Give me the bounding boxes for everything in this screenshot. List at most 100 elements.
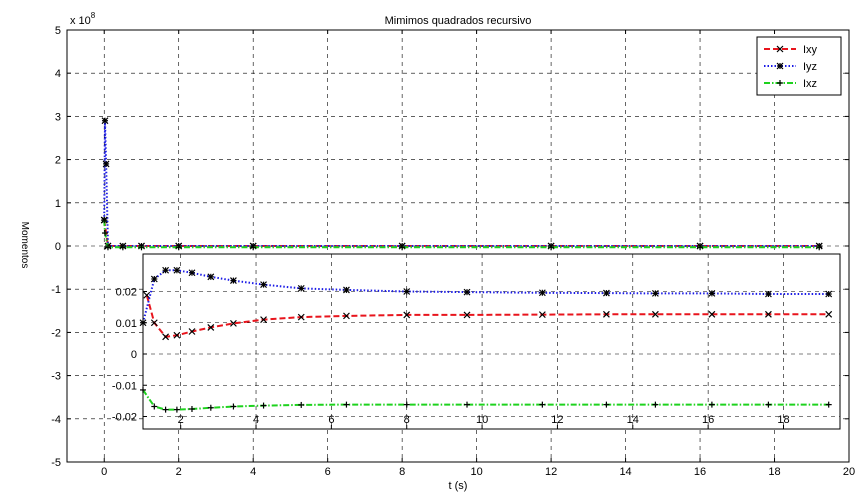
inset-x-tick-label: 14 [627, 414, 639, 426]
legend-entry-ixz: Ixz [764, 78, 817, 90]
inset-data-point [708, 310, 716, 318]
legend-marker [776, 45, 784, 53]
inset-data-point [651, 289, 659, 297]
data-point [119, 244, 126, 251]
inset-y-tick-label: 0.02 [116, 287, 137, 299]
inset-x-tick-label: 8 [404, 414, 410, 426]
inset-data-point [297, 313, 305, 321]
data-point [101, 217, 108, 224]
x-tick-label: 16 [694, 466, 706, 478]
inset-data-point [162, 333, 170, 341]
inset-data-point [207, 273, 215, 281]
inset-data-point [229, 277, 237, 284]
inset-data-point [343, 286, 350, 294]
inset-series-ixz [140, 386, 832, 413]
inset-x-tick-label: 4 [253, 414, 259, 426]
inset-grid [143, 254, 840, 429]
x-tick-label: 4 [250, 466, 256, 478]
inset-data-point [343, 312, 350, 320]
legend-box [756, 36, 842, 96]
inset-series-iyz [139, 266, 833, 327]
inset-y-tick-label: -0.02 [112, 412, 137, 424]
y-tick-label: -1 [51, 284, 61, 296]
x-tick-label: 6 [325, 466, 331, 478]
x-tick-label: 8 [399, 466, 405, 478]
inset-x-tick-label: 10 [476, 414, 488, 426]
inset-data-point [602, 310, 610, 318]
inset-data-point [150, 275, 158, 283]
y-tick-label: 0 [55, 241, 61, 253]
x-tick-label: 10 [470, 466, 482, 478]
inset-background [143, 254, 840, 429]
legend: Ixy Iyz Ixz [756, 36, 842, 96]
y-multiplier-base: x 10 [70, 15, 91, 27]
inset-data-point [538, 311, 546, 319]
inset-data-point [260, 316, 267, 324]
inset-data-point [463, 288, 471, 296]
inset-data-point [162, 406, 169, 413]
inset-series-ixy [143, 291, 833, 341]
inset-chart: 2 4 6 8 10 12 14 16 18 -0.02 -0.01 0 0.01 0.02 [112, 253, 841, 430]
inset-data-point [143, 291, 151, 299]
inset-data-point [708, 289, 716, 297]
data-point [250, 244, 257, 251]
inset-data-point [260, 402, 267, 409]
legend-entry-ixy: Ixy [764, 44, 818, 56]
inset-data-point [162, 266, 170, 274]
data-point [816, 244, 823, 251]
inset-data-point [151, 403, 158, 410]
data-point [138, 244, 145, 251]
inset-data-point [652, 401, 659, 408]
legend-label: Ixz [803, 78, 817, 90]
inset-data-point [539, 401, 546, 408]
inset-x-tick-label: 18 [777, 414, 789, 426]
series-line [103, 120, 820, 247]
y-tick-label: -3 [51, 371, 61, 383]
chart-title: Mimimos quadrados recursivo [385, 15, 532, 27]
data-point [101, 117, 109, 125]
inset-data-point [207, 404, 214, 411]
series-ixz [101, 217, 823, 251]
inset-data-point [825, 290, 833, 298]
inset-series-line [145, 295, 829, 338]
series-line [103, 220, 820, 249]
y-tick-label: 5 [55, 25, 61, 37]
data-point [104, 244, 111, 251]
inset-ticks: 2 4 6 8 10 12 14 16 18 -0.02 -0.01 0 0.01 0.02 [112, 287, 790, 429]
x-tick-label: 2 [176, 466, 182, 478]
y-tick-label: 3 [55, 111, 61, 123]
inset-data-point [188, 406, 195, 412]
inset-data-point [403, 401, 410, 408]
inset-x-tick-label: 6 [328, 414, 334, 426]
inset-data-point [464, 401, 471, 408]
series-ixy [100, 216, 823, 250]
series-iyz [100, 117, 823, 250]
legend-entry-iyz: Iyz [764, 61, 817, 73]
inset-frame [142, 253, 841, 430]
data-point [548, 244, 555, 251]
x-tick-label: 0 [101, 466, 107, 478]
inset-data-point [150, 319, 158, 327]
y-tick-label: -5 [51, 457, 61, 469]
inset-data-point [298, 401, 305, 408]
inset-data-point [230, 403, 237, 410]
inset-x-tick-label: 2 [178, 414, 184, 426]
x-tick-label: 20 [843, 466, 855, 478]
inset-data-point [825, 401, 832, 408]
legend-label: Iyz [803, 61, 817, 73]
y-axis-label: Momentos [19, 222, 30, 269]
main-series [100, 117, 823, 251]
y-multiplier: x 108 [70, 11, 96, 27]
data-point [399, 244, 406, 251]
inset-series [139, 266, 833, 413]
inset-y-tick-label: 0.01 [116, 318, 137, 330]
inset-data-point [297, 284, 305, 292]
inset-series-line [142, 269, 829, 324]
legend-marker [776, 62, 784, 70]
y-tick-label: 1 [55, 198, 61, 210]
x-tick-label: 14 [619, 466, 631, 478]
data-point [102, 160, 110, 168]
inset-data-point [403, 288, 411, 295]
inset-data-point [260, 281, 267, 289]
